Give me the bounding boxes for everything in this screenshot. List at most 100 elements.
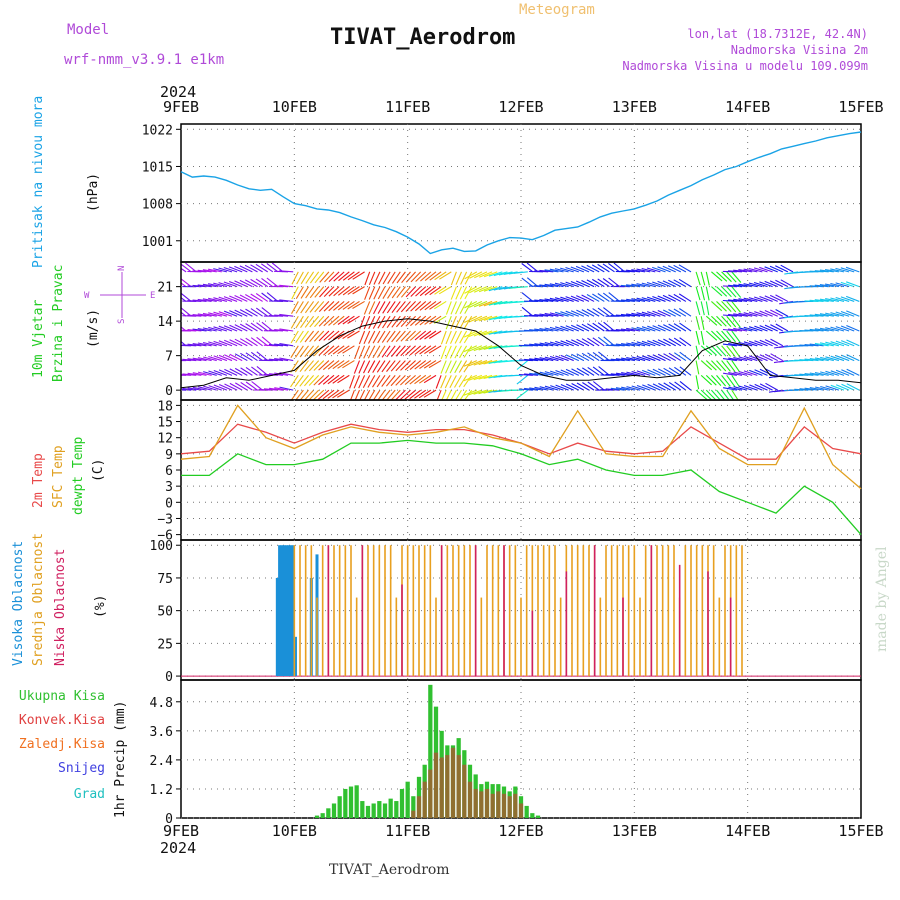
precip-conv-bar: [433, 752, 439, 818]
wind-arrow: [372, 375, 381, 388]
wind-arrow: [399, 389, 411, 400]
wind-arrow: [181, 311, 187, 317]
temp-side-label-3: dewpt Temp: [71, 437, 86, 515]
wind-arrow: [464, 315, 478, 323]
wind-arrow: [743, 341, 758, 347]
wind-arrow: [304, 315, 315, 328]
temp-side-label-2: SFC Temp: [51, 445, 66, 508]
wind-arrow: [523, 344, 539, 347]
wind-arrow: [731, 315, 741, 328]
wind-arrow: [560, 267, 574, 273]
wind-arrow: [279, 357, 294, 362]
cloud-mid-bar: [378, 545, 381, 677]
wind-arrow: [830, 384, 845, 391]
wind-arrow: [738, 312, 753, 317]
wind-arrow: [468, 315, 483, 323]
wind-arrow: [846, 354, 860, 362]
wind-arrow: [197, 298, 212, 302]
precip-total-bar: [314, 815, 320, 818]
wind-arrow: [423, 360, 437, 369]
wind-arrow: [804, 358, 819, 362]
wind-arrow: [255, 307, 269, 317]
precip-total-bar: [331, 803, 337, 818]
pressure-frame: [180, 123, 862, 263]
precip-conv-bar: [518, 803, 524, 818]
wind-arrow: [716, 360, 727, 372]
wind-arrow: [814, 386, 829, 391]
wind-arrow: [539, 298, 554, 302]
wind-arrow: [469, 271, 483, 279]
wind-arrow: [391, 330, 401, 343]
wind-arrow: [626, 298, 641, 302]
top-year-label: 2024: [160, 83, 196, 101]
precip-conv-bar: [490, 793, 495, 818]
wind-arrow: [663, 338, 676, 347]
wind-arrow: [662, 280, 676, 288]
wind-arrow: [846, 295, 860, 302]
wind-arrow: [591, 264, 605, 273]
cloud-mid-bar: [316, 597, 318, 677]
wind-arrow: [279, 328, 294, 332]
wind-arrow: [565, 368, 580, 376]
wind-arrow: [444, 360, 452, 374]
wind-arrow: [652, 325, 666, 332]
wind-arrow: [234, 265, 248, 273]
lonlat-label: lon,lat (18.7312E, 42.4N): [687, 27, 868, 41]
wind-arrow: [314, 301, 325, 313]
wind-arrow: [478, 360, 493, 366]
wind-arrow: [239, 279, 253, 288]
wind-arrow: [255, 278, 269, 288]
wind-arrow: [549, 355, 564, 362]
cloud-mid-bar: [418, 545, 420, 677]
wind-arrow: [652, 295, 666, 302]
wind-arrow: [549, 326, 564, 332]
temperature-ytick-label: 6: [165, 464, 173, 479]
wind-arrow: [576, 338, 590, 347]
wind-arrow: [749, 340, 763, 347]
wind-arrow: [534, 386, 549, 391]
wind-arrow: [550, 370, 564, 376]
wind-arrow: [626, 371, 641, 376]
cloud-mid-bar: [520, 597, 522, 677]
wind-arrow: [391, 301, 401, 314]
wind-arrow: [673, 293, 687, 302]
wind-arrow: [835, 369, 850, 376]
wind-arrow: [438, 286, 452, 295]
cloud-mid-bar: [690, 545, 692, 677]
wind-arrow: [213, 326, 228, 332]
wind-arrow: [414, 315, 427, 326]
wind-arrow: [454, 360, 462, 374]
wind-arrow: [652, 383, 666, 391]
wind-arrow: [592, 293, 605, 302]
wind-arrow: [181, 271, 182, 272]
wind-arrow: [328, 315, 340, 326]
wind-arrow: [733, 386, 748, 391]
wind-arrow: [576, 295, 590, 302]
wind-arrow: [819, 313, 834, 317]
wind-arrow: [239, 265, 253, 273]
clouds-ytick-label: 0: [165, 670, 173, 685]
precip-total-bar: [360, 801, 365, 818]
wind-arrow: [478, 345, 493, 351]
wind-arrow: [592, 381, 605, 391]
wind-arrow: [841, 369, 855, 376]
wind-arrow: [473, 286, 488, 293]
wind-arrow: [814, 371, 829, 376]
temperature-ytick-label: 3: [165, 480, 173, 495]
wind-arrow: [263, 359, 278, 362]
wind-arrow: [565, 296, 579, 302]
wind-arrow: [323, 345, 335, 356]
wind-arrow: [187, 329, 202, 332]
cloud-mid-bar: [695, 545, 698, 677]
wind-arrow: [468, 300, 483, 308]
precip-legend-total: Ukupna Kisa: [19, 689, 105, 704]
cloud-low-bar: [474, 545, 477, 677]
wind-arrow: [318, 360, 330, 371]
wind-arrow: [208, 385, 222, 391]
wind-arrow: [554, 297, 569, 302]
wind-arrow: [631, 327, 646, 332]
wind-arrow: [245, 308, 258, 317]
wind-arrow: [652, 354, 666, 362]
wind-arrow: [440, 375, 447, 389]
wind-arrow: [328, 301, 340, 312]
